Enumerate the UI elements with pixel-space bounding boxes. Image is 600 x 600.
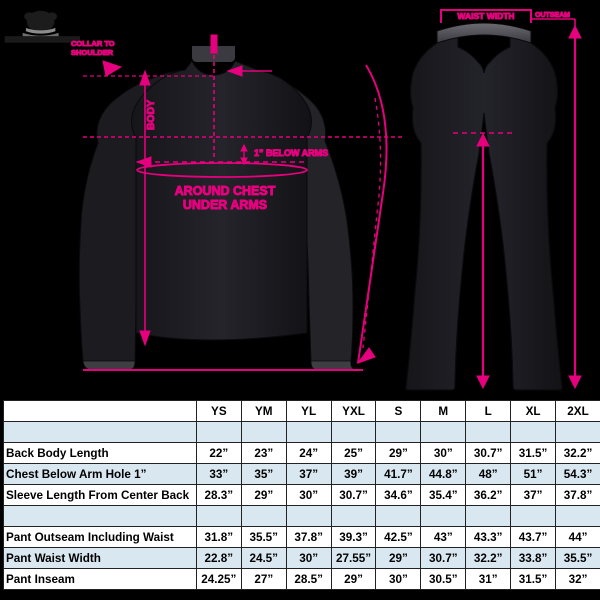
svg-text:1” BELOW ARMS: 1” BELOW ARMS [254,148,328,158]
svg-text:SHOULDER: SHOULDER [71,48,114,57]
svg-text:COLLAR TO: COLLAR TO [71,39,115,48]
svg-text:UNDER ARMS: UNDER ARMS [183,198,267,212]
svg-text:AROUND CHEST: AROUND CHEST [175,184,276,198]
svg-text:WAIST WIDTH: WAIST WIDTH [457,11,514,21]
svg-text:OUTSEAM: OUTSEAM [535,12,570,19]
svg-text:BODY: BODY [145,100,157,130]
